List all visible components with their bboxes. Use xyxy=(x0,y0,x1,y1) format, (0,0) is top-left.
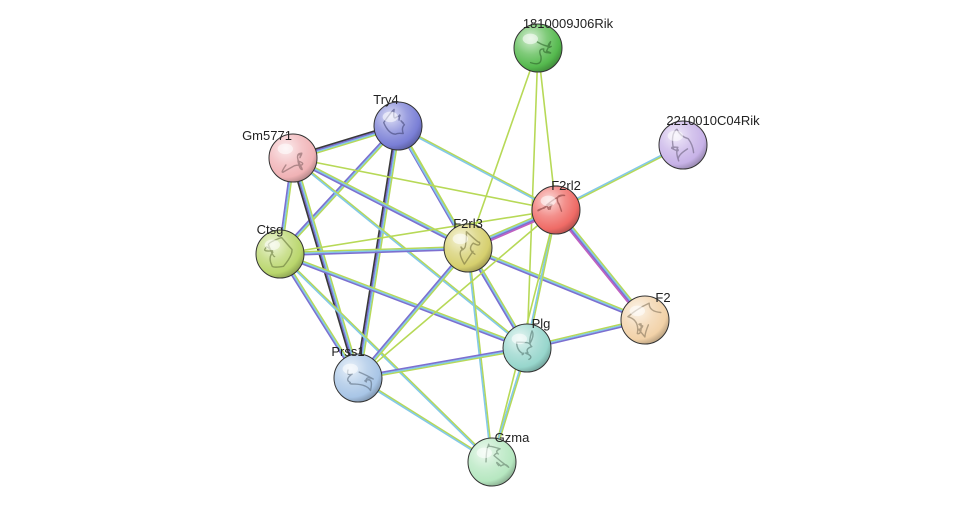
node-Plg[interactable] xyxy=(503,324,551,372)
node-Ctsg[interactable] xyxy=(256,230,304,278)
edge xyxy=(280,255,527,349)
edge xyxy=(295,157,360,377)
node-F2rl3[interactable] xyxy=(444,224,492,272)
edge xyxy=(280,254,492,462)
node-2210010C04Rik[interactable] xyxy=(659,121,707,169)
edge xyxy=(294,158,359,378)
edge xyxy=(280,253,527,347)
node-F2rl2[interactable] xyxy=(532,186,580,234)
edge xyxy=(469,247,646,319)
node-1810009J06Rik[interactable] xyxy=(514,24,562,72)
node-Try4[interactable] xyxy=(374,102,422,150)
edge xyxy=(358,348,527,378)
node-F2[interactable] xyxy=(621,296,669,344)
node-Gm5771[interactable] xyxy=(269,134,317,182)
node-Prss1[interactable] xyxy=(334,354,382,402)
node-Gzma[interactable] xyxy=(468,438,516,486)
edge xyxy=(293,158,556,210)
edge xyxy=(280,254,527,348)
network-svg xyxy=(0,0,975,511)
edge xyxy=(292,158,357,378)
